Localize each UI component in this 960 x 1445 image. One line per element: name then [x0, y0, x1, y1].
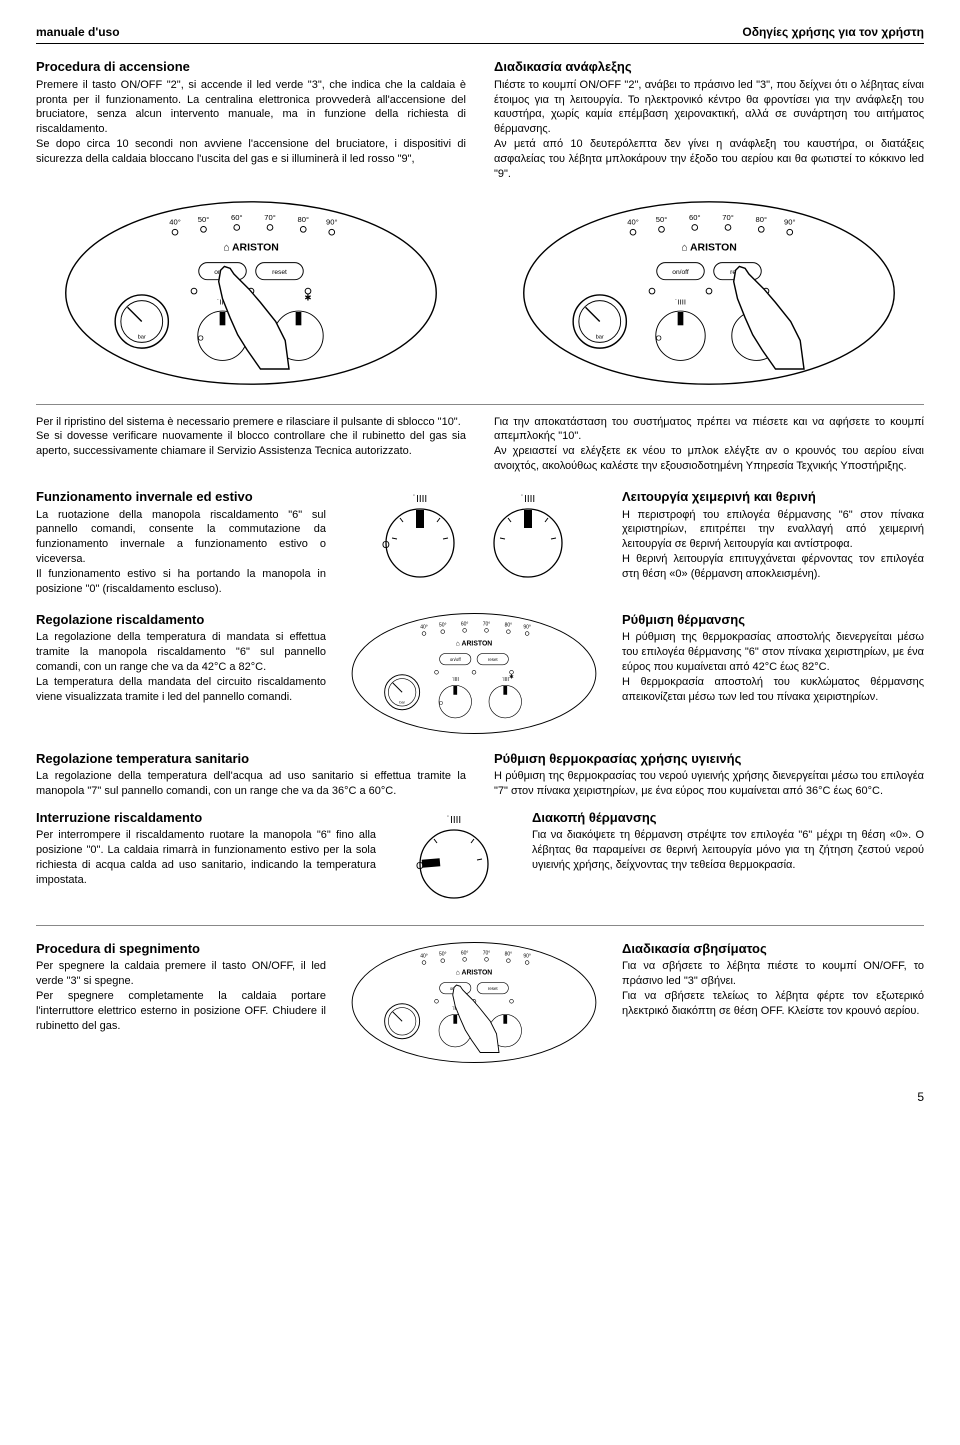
svg-text:90°: 90°: [523, 624, 531, 630]
svg-text:50°: 50°: [439, 951, 447, 957]
section-heating-reg: Regolazione riscaldamento La regolazione…: [36, 611, 924, 736]
boiler-panel-shutdown-illustration: 40° 50° 60° 70° 80° 90° ⌂ ARISTON on/off…: [349, 940, 599, 1065]
svg-text:70°: 70°: [483, 950, 491, 956]
header-right: Οδηγίες χρήσης για τον χρήστη: [742, 24, 924, 40]
section-sanitary: Regolazione temperatura sanitario La reg…: [36, 750, 924, 799]
it-ignition-body: Premere il tasto ON/OFF "2", si accende …: [36, 78, 466, 167]
svg-text:˙IIII: ˙IIII: [413, 494, 427, 505]
it-heatreg-body: La regolazione della temperatura di mand…: [36, 630, 326, 704]
svg-text:80°: 80°: [505, 951, 513, 957]
it-interrupt-title: Interruzione riscaldamento: [36, 809, 376, 827]
svg-text:40°: 40°: [420, 953, 428, 959]
gr-interrupt-body: Για να διακόψετε τη θέρμανση στρέψτε τον…: [532, 828, 924, 873]
section-interrupt: Interruzione riscaldamento Per interromp…: [36, 809, 924, 909]
svg-text:˙IIII: ˙IIII: [447, 815, 461, 826]
svg-text:⌂ ARISTON: ⌂ ARISTON: [456, 969, 493, 976]
header-left: manuale d'uso: [36, 24, 120, 40]
svg-text:on/off: on/off: [450, 657, 462, 662]
svg-text:90°: 90°: [326, 217, 337, 226]
svg-text:40°: 40°: [627, 217, 638, 226]
gr-ignition-title: Διαδικασία ανάφλεξης: [494, 58, 924, 76]
gr-sanitary-title: Ρύθμιση θερμοκρασίας χρήσης υγιεινής: [494, 750, 924, 768]
svg-text:˙IIII: ˙IIII: [502, 677, 509, 683]
boiler-panel-illustration: 40° 50° 60° 70° 80° 90° ⌂ ARISTON on/off…: [519, 198, 899, 388]
svg-text:reset: reset: [488, 657, 498, 662]
svg-text:60°: 60°: [461, 621, 469, 627]
svg-text:on/off: on/off: [672, 269, 689, 276]
gr-reset-body: Για την αποκατάσταση του συστήματος πρέπ…: [494, 415, 924, 474]
it-shutdown-title: Procedura di spegnimento: [36, 940, 326, 958]
svg-text:bar: bar: [596, 334, 604, 340]
svg-text:O: O: [656, 333, 662, 342]
svg-text:˙IIII: ˙IIII: [675, 297, 686, 306]
svg-text:⌂ ARISTON: ⌂ ARISTON: [456, 640, 493, 647]
separator: [36, 925, 924, 926]
gr-heatreg-title: Ρύθμιση θέρμανσης: [622, 611, 924, 629]
svg-text:80°: 80°: [505, 622, 513, 628]
gr-winter-title: Λειτουργία χειμερινή και θερινή: [622, 488, 924, 506]
section-winter-summer: Funzionamento invernale ed estivo La ruo…: [36, 488, 924, 597]
it-sanitary-body: La regolazione della temperatura dell'ac…: [36, 769, 466, 799]
gr-shutdown-body: Για να σβήσετε το λέβητα πιέστε το κουμπ…: [622, 959, 924, 1018]
separator: [36, 404, 924, 405]
gr-interrupt-title: Διακοπή θέρμανσης: [532, 809, 924, 827]
svg-text:90°: 90°: [523, 953, 531, 959]
panel-ignition-row: 40° 50° 60° 70° 80° 90° ⌂ ARISTON on/off…: [36, 198, 924, 388]
svg-text:⌂ ARISTON: ⌂ ARISTON: [681, 242, 737, 253]
it-interrupt-body: Per interrompere il riscaldamento ruotar…: [36, 828, 376, 887]
svg-text:50°: 50°: [439, 622, 447, 628]
gr-ignition-body: Πιέστε το κουμπί ON/OFF "2", ανάβει το π…: [494, 78, 924, 182]
svg-text:80°: 80°: [298, 214, 309, 223]
it-heatreg-title: Regolazione riscaldamento: [36, 611, 326, 629]
dial-zero-illustration: ˙IIII O: [404, 809, 504, 909]
section-shutdown: Procedura di spegnimento Per spegnere la…: [36, 940, 924, 1065]
svg-text:60°: 60°: [689, 212, 700, 221]
svg-text:⌂ ARISTON: ⌂ ARISTON: [223, 242, 279, 253]
panel-ignition-reset: 40° 50° 60° 70° 80° 90° ⌂ ARISTON on/off…: [494, 198, 924, 388]
svg-text:70°: 70°: [264, 212, 275, 221]
svg-text:60°: 60°: [461, 950, 469, 956]
svg-text:O: O: [439, 700, 443, 706]
svg-text:90°: 90°: [784, 217, 795, 226]
it-reset-body: Per il ripristino del sistema è necessar…: [36, 415, 466, 460]
svg-text:50°: 50°: [198, 214, 209, 223]
svg-text:40°: 40°: [420, 624, 428, 630]
it-sanitary-title: Regolazione temperatura sanitario: [36, 750, 466, 768]
gr-sanitary-body: Η ρύθμιση της θερμοκρασίας του νερού υγι…: [494, 769, 924, 799]
it-ignition-title: Procedura di accensione: [36, 58, 466, 76]
svg-text:O: O: [198, 333, 204, 342]
svg-text:˙IIII: ˙IIII: [521, 494, 535, 505]
svg-text:80°: 80°: [756, 214, 767, 223]
svg-text:✱: ✱: [304, 292, 311, 302]
it-winter-title: Funzionamento invernale ed estivo: [36, 488, 326, 506]
gr-shutdown-title: Διαδικασία σβησίματος: [622, 940, 924, 958]
dial-dhw-illustration: ˙IIII: [478, 488, 578, 588]
svg-text:bar: bar: [399, 700, 405, 704]
gr-winter-body: Η περιστροφή του επιλογέα θέρμανσης "6" …: [622, 508, 924, 582]
it-shutdown-body: Per spegnere la caldaia premere il tasto…: [36, 959, 326, 1033]
boiler-panel-small-illustration: 40° 50° 60° 70° 80° 90° ⌂ ARISTON on/off…: [349, 611, 599, 736]
page-number: 5: [36, 1089, 924, 1105]
section-reset-text: Per il ripristino del sistema è necessar…: [36, 415, 924, 474]
dial-heating-illustration: ˙IIII O: [370, 488, 470, 588]
svg-text:O: O: [382, 540, 390, 551]
svg-text:70°: 70°: [483, 621, 491, 627]
svg-text:70°: 70°: [722, 212, 733, 221]
gr-heatreg-body: Η ρύθμιση της θερμοκρασίας αποστολής διε…: [622, 630, 924, 704]
page-header: manuale d'uso Οδηγίες χρήσης για τον χρή…: [36, 24, 924, 44]
svg-text:reset: reset: [488, 986, 498, 991]
svg-text:60°: 60°: [231, 212, 242, 221]
svg-text:reset: reset: [272, 269, 287, 276]
panel-ignition-onoff: 40° 50° 60° 70° 80° 90° ⌂ ARISTON on/off…: [36, 198, 466, 388]
it-winter-body: La ruotazione della manopola riscaldamen…: [36, 508, 326, 597]
svg-text:✱: ✱: [509, 673, 514, 680]
section-ignition: Procedura di accensione Premere il tasto…: [36, 58, 924, 181]
svg-text:50°: 50°: [656, 214, 667, 223]
svg-text:bar: bar: [138, 334, 146, 340]
svg-text:˙IIII: ˙IIII: [452, 677, 459, 683]
boiler-panel-illustration: 40° 50° 60° 70° 80° 90° ⌂ ARISTON on/off…: [61, 198, 441, 388]
svg-text:40°: 40°: [169, 217, 180, 226]
svg-text:O: O: [416, 861, 424, 872]
